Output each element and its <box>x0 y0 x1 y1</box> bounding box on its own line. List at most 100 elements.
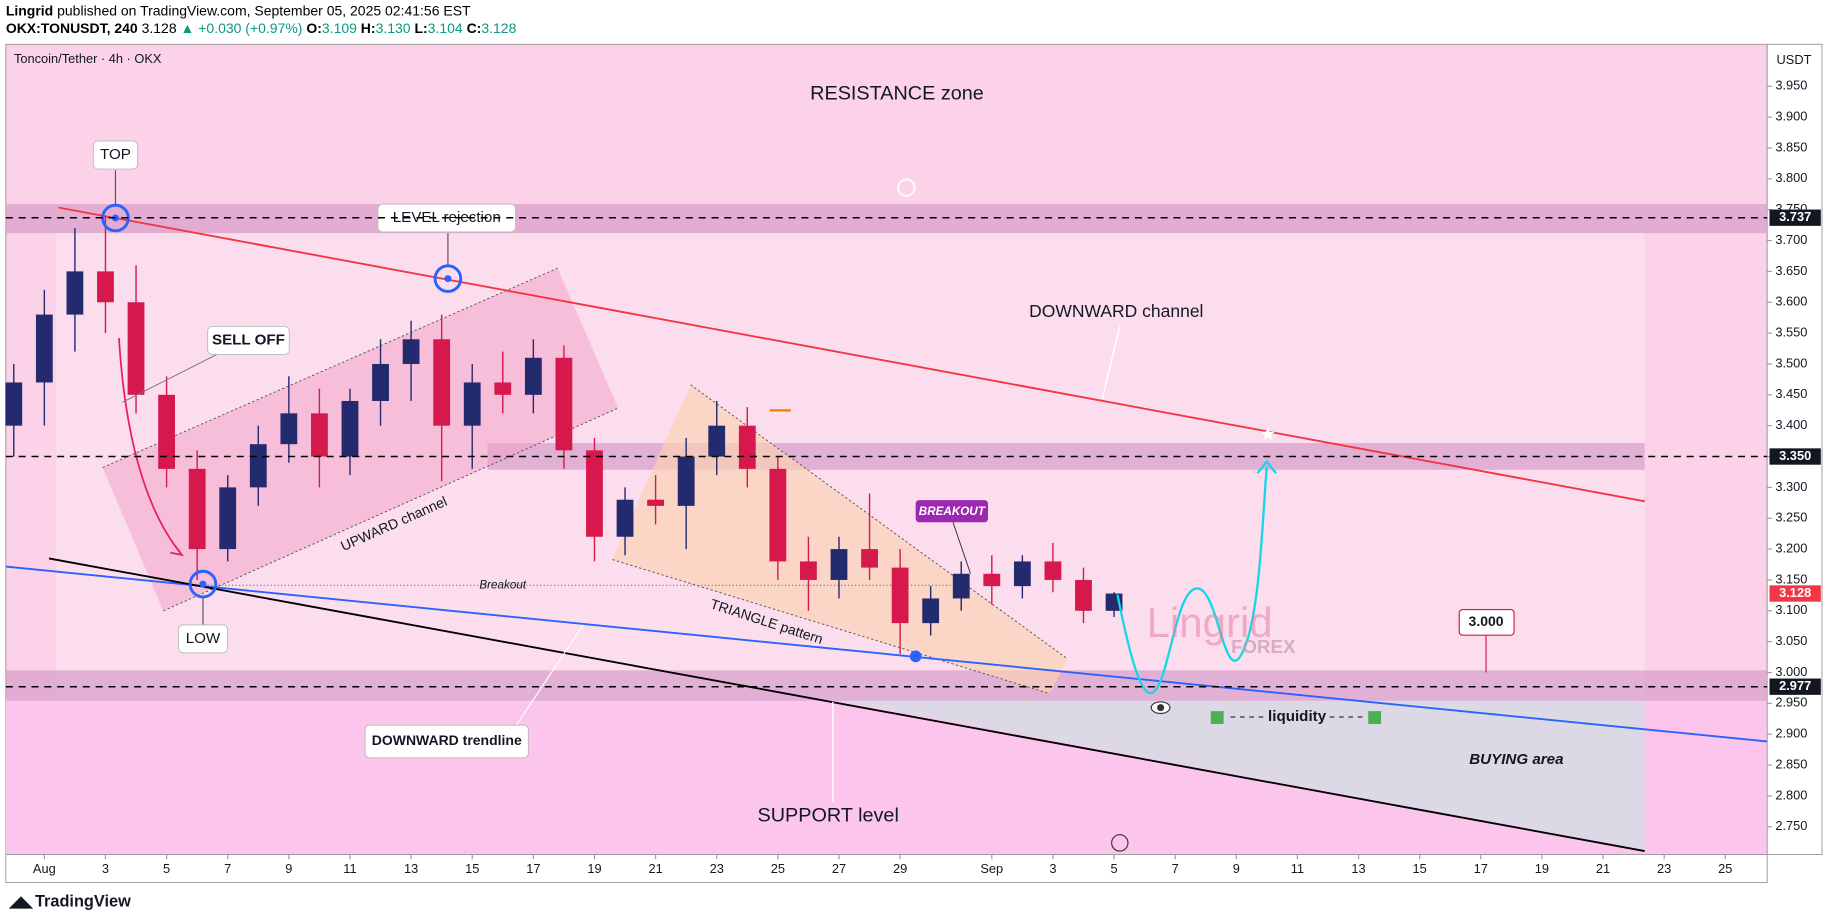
breakout-line-label: Breakout <box>479 578 526 591</box>
candle-body <box>188 468 206 550</box>
breakout-pointer <box>952 522 971 574</box>
x-tick-label: 23 <box>710 861 724 876</box>
published: published on TradingView.com, September … <box>57 2 471 18</box>
symbol: OKX:TONUSDT, 240 <box>6 20 138 36</box>
sell-off-pointer <box>122 351 222 403</box>
y-tick-label: 3.800 <box>1775 170 1807 185</box>
lightning-icon <box>1111 834 1129 852</box>
x-tick-label: 21 <box>648 861 662 876</box>
candle-body <box>372 363 389 401</box>
y-tick-label: 3.250 <box>1775 510 1807 525</box>
candle-body <box>341 400 359 457</box>
candle-body <box>952 573 970 599</box>
candle-body <box>616 499 634 537</box>
breakout-badge <box>915 500 988 523</box>
x-tick-label: 15 <box>465 861 479 876</box>
check <box>1368 711 1382 724</box>
channel-pointer <box>1101 326 1121 399</box>
label-box <box>364 724 529 759</box>
candle-body <box>127 302 145 395</box>
projection <box>1116 466 1268 695</box>
x-tick-label: Sep <box>980 861 1003 876</box>
y-tick-label: 3.100 <box>1775 602 1807 617</box>
x-tick-label: 7 <box>224 861 231 876</box>
x-tick-label: 7 <box>1172 861 1179 876</box>
downward-channel-line <box>58 206 1645 503</box>
currency: USDT <box>1777 52 1812 67</box>
level-label: 2.977 <box>1779 678 1811 693</box>
star: ★ <box>1260 423 1277 444</box>
x-tick-label: 3 <box>102 861 109 876</box>
candle-body <box>677 456 695 506</box>
candle-body <box>463 382 481 426</box>
target-box <box>1458 608 1515 636</box>
x-tick-label: 27 <box>832 861 846 876</box>
footer: TradingView <box>35 893 131 911</box>
y-tick-label: 2.900 <box>1775 726 1807 741</box>
candle-body <box>738 425 756 469</box>
y-tick-label: 3.400 <box>1775 417 1807 432</box>
candle-body <box>983 573 1001 587</box>
candle-body <box>708 425 726 457</box>
x-tick-label: 13 <box>1351 861 1365 876</box>
y-tick-label: 3.850 <box>1775 139 1807 154</box>
arrow-head <box>170 545 185 557</box>
c-label: C: <box>467 20 482 36</box>
candle-body <box>219 487 237 550</box>
y-tick-label: 3.300 <box>1775 479 1807 494</box>
y-tick-label: 3.950 <box>1775 78 1807 93</box>
watermark: Lingrid <box>1147 599 1273 646</box>
candle-body <box>647 499 665 506</box>
trendline-pointer <box>512 624 584 731</box>
breakout-badge-label: BREAKOUT <box>919 505 986 518</box>
l-label: L: <box>414 20 427 36</box>
candle-body <box>35 314 53 383</box>
l: 3.104 <box>428 20 463 36</box>
candles <box>5 215 1123 654</box>
low-label: LOW <box>186 630 221 647</box>
watermark-sub: FOREX <box>1231 636 1296 657</box>
x-tick-label: 29 <box>893 861 907 876</box>
h: 3.130 <box>376 20 411 36</box>
x-tick-label: 19 <box>587 861 601 876</box>
y-tick-label: 3.050 <box>1775 633 1807 648</box>
triangle-edge <box>690 384 1068 660</box>
candle-body <box>433 339 451 426</box>
triangle-edge <box>612 559 1050 695</box>
black-trendline <box>48 557 1645 852</box>
x-tick-label: 21 <box>1596 861 1610 876</box>
y-tick-label: 3.900 <box>1775 109 1807 124</box>
candle-body <box>494 382 512 395</box>
liquidity-label: liquidity <box>1268 708 1327 725</box>
y-tick-label: 3.150 <box>1775 571 1807 586</box>
resistance-label: RESISTANCE zone <box>810 83 984 105</box>
channel-edge <box>102 267 558 468</box>
x-tick-label: 17 <box>1474 861 1488 876</box>
check <box>1210 711 1224 724</box>
label-box <box>207 325 290 355</box>
label-box <box>92 140 139 170</box>
candle-body <box>586 450 603 537</box>
arrow-icon <box>897 178 916 197</box>
o: 3.109 <box>322 20 357 36</box>
o-label: O: <box>306 20 322 36</box>
buying-area-label: BUYING area <box>1469 751 1563 768</box>
y-tick-label: 3.550 <box>1775 324 1807 339</box>
y-tick-label: 3.600 <box>1775 294 1807 309</box>
y-tick-label: 3.450 <box>1775 386 1807 401</box>
candle-body <box>769 468 787 562</box>
y-tick-label: 3.200 <box>1775 540 1807 555</box>
downward-channel-label: DOWNWARD channel <box>1029 301 1203 321</box>
h-label: H: <box>361 20 376 36</box>
y-tick-label: 3.500 <box>1775 355 1807 370</box>
x-tick-label: 11 <box>343 861 356 876</box>
footer-logo: ◢◣ <box>8 893 34 910</box>
x-tick-label: 3 <box>1049 861 1056 876</box>
level-label: 3.128 <box>1779 585 1811 600</box>
y-tick-label: 2.950 <box>1775 695 1807 710</box>
candle-body <box>66 271 84 315</box>
x-tick-label: 19 <box>1535 861 1549 876</box>
x-tick-label: 25 <box>771 861 785 876</box>
time-axis <box>5 854 1768 883</box>
